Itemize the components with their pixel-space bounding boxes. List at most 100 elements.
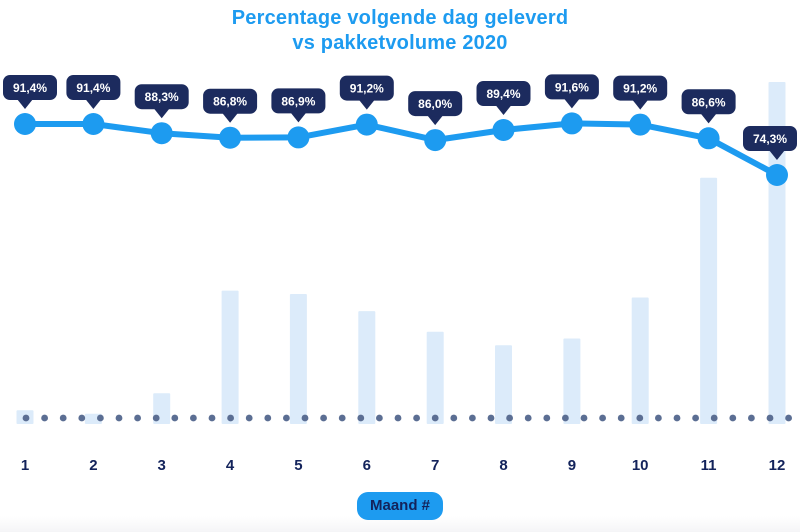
x-axis-label-10: 10: [632, 457, 649, 474]
data-label-month-10: 91,2%: [613, 75, 668, 110]
data-label-month-2: 91,4%: [66, 75, 121, 109]
baseline-dot: [338, 414, 346, 422]
chart-title-line2: vs pakketvolume 2020: [292, 32, 508, 54]
data-label-bubble: [339, 75, 394, 101]
volume-bar-month-10: [631, 297, 649, 424]
data-label-month-3: 88,3%: [134, 84, 189, 119]
data-label-month-8: 89,4%: [476, 81, 531, 115]
baseline-dot: [766, 414, 774, 422]
x-axis-label-11: 11: [701, 457, 717, 474]
data-label-bubble: [66, 75, 121, 100]
data-label-bubble: [681, 89, 736, 115]
volume-bar-month-5: [289, 294, 307, 424]
data-label-tail: [427, 115, 444, 126]
data-label-month-7: 86,0%: [408, 91, 463, 126]
baseline-dot: [301, 414, 309, 422]
data-label-bubble: [613, 75, 668, 101]
x-axis-badge: Maand #: [356, 492, 444, 520]
line-point-month-7: [424, 129, 447, 152]
baseline-dot: [283, 414, 290, 422]
line-point-month-6: [355, 113, 378, 136]
baseline-dot: [171, 414, 179, 422]
baseline-dot: [729, 414, 737, 422]
baseline-dot: [673, 414, 681, 422]
x-axis-label-8: 8: [499, 457, 507, 474]
data-label-tail: [358, 99, 375, 110]
data-label-tail: [495, 104, 512, 115]
data-label-tail: [700, 113, 717, 124]
data-label-tail: [85, 99, 102, 109]
data-label-tail: [563, 98, 580, 109]
data-label-value: 86,8%: [213, 95, 247, 109]
baseline-dot: [506, 414, 513, 422]
data-label-month-5: 86,9%: [271, 88, 326, 123]
data-label-month-1: 91,4%: [3, 75, 57, 109]
dotted-baseline: [22, 414, 792, 422]
chart-title-line1: Percentage volgende dag geleverd: [231, 7, 569, 29]
volume-bar-month-4: [221, 290, 239, 424]
baseline-dot: [134, 414, 142, 422]
data-label-value: 91,2%: [623, 82, 657, 96]
baseline-dot: [78, 414, 86, 422]
line-point-month-3: [150, 122, 173, 145]
line-point-month-8: [492, 119, 515, 141]
baseline-dot: [785, 414, 792, 422]
data-label-bubble: [203, 88, 258, 114]
line-point-month-9: [560, 112, 583, 135]
data-label-tail: [632, 99, 649, 110]
data-label-value: 88,3%: [145, 90, 179, 104]
baseline-dot: [469, 414, 476, 422]
x-axis-label-2: 2: [89, 457, 97, 474]
baseline-dot: [376, 414, 383, 422]
chart-title: Percentage volgende dag geleverd vs pakk…: [0, 6, 800, 56]
line-point-month-10: [629, 113, 652, 136]
baseline-dot: [524, 414, 532, 422]
baseline-dot: [692, 414, 699, 422]
baseline-dot: [543, 414, 551, 422]
baseline-dot: [22, 414, 30, 422]
baseline-dot: [394, 414, 402, 422]
baseline-dot: [320, 414, 327, 422]
x-axis-label-12: 12: [769, 457, 786, 474]
data-label-bubble: [408, 91, 463, 117]
volume-bar-month-7: [426, 331, 444, 424]
data-label-tail: [290, 112, 307, 123]
volume-bar-month-9: [563, 338, 581, 424]
baseline-dot: [413, 414, 420, 422]
baseline-dot: [617, 414, 625, 422]
data-label-month-4: 86,8%: [203, 88, 258, 123]
data-label-tail: [222, 112, 239, 123]
baseline-dot: [190, 414, 197, 422]
data-label-bubble: [476, 81, 531, 106]
x-axis-label-6: 6: [363, 457, 371, 474]
baseline-dot: [655, 414, 662, 422]
baseline-dot: [152, 414, 160, 422]
data-label-value: 91,2%: [350, 82, 384, 96]
data-label-value: 89,4%: [486, 87, 520, 101]
data-label-month-9: 91,6%: [544, 74, 599, 109]
data-label-value: 86,0%: [418, 97, 452, 111]
x-axis-label-1: 1: [21, 457, 29, 474]
data-label-value: 86,6%: [692, 95, 726, 109]
baseline-dot: [450, 414, 458, 422]
baseline-dot: [227, 414, 235, 422]
baseline-dot: [562, 414, 569, 422]
volume-bar-month-11: [700, 177, 718, 424]
line-point-month-5: [287, 126, 310, 149]
baseline-dot: [636, 414, 644, 422]
data-label-bubble: [134, 84, 189, 110]
baseline-dot: [599, 414, 606, 422]
baseline-dot: [357, 414, 365, 422]
line-point-month-4: [219, 126, 242, 149]
data-label-tail: [153, 108, 170, 119]
baseline-dot: [41, 414, 48, 422]
x-axis-label-5: 5: [294, 457, 302, 474]
volume-bar-month-8: [495, 345, 512, 424]
baseline-dot: [431, 414, 439, 422]
volume-bar-month-6: [358, 311, 376, 424]
x-axis-label-3: 3: [158, 457, 166, 474]
baseline-dot: [710, 414, 718, 422]
delivery-percentage-line: [22, 120, 780, 178]
